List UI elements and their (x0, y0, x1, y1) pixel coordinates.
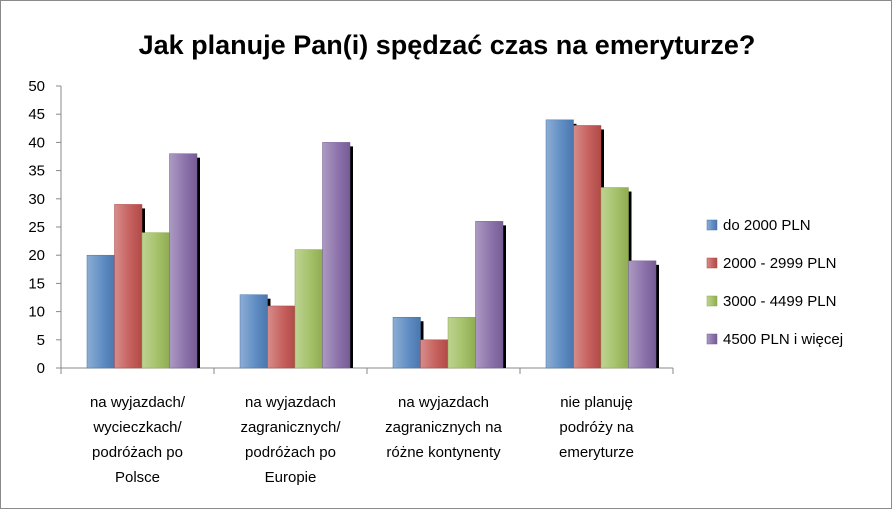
legend-swatch (706, 295, 718, 307)
y-tick-label: 15 (28, 275, 45, 292)
y-tick-label: 50 (28, 78, 45, 95)
legend-swatch (706, 333, 718, 345)
bar (322, 142, 351, 369)
chart-bars (86, 119, 659, 369)
bar (420, 339, 449, 369)
y-tick-label: 0 (37, 360, 45, 377)
y-tick-label: 20 (28, 247, 45, 264)
y-tick-label: 35 (28, 163, 45, 180)
category-label: zagranicznych na (385, 419, 502, 436)
bar (447, 316, 476, 369)
legend-label: do 2000 PLN (723, 217, 811, 234)
y-tick-label: 25 (28, 219, 45, 236)
bar (600, 187, 629, 369)
bar (169, 153, 198, 369)
y-tick-label: 40 (28, 134, 45, 151)
category-label: na wyjazdach (245, 394, 336, 411)
legend-swatch (706, 257, 718, 269)
bar-shadow (656, 264, 659, 368)
bar (86, 254, 115, 369)
chart-legend: do 2000 PLN 2000 - 2999 PLN 3000 - 4499 PL… (706, 217, 843, 348)
x-axis-labels: na wyjazdach/wycieczkach/podróżach po Pol… (90, 394, 634, 486)
bar-shadow (350, 146, 353, 368)
legend-label: 3000 - 4499 PLN (723, 293, 836, 310)
y-tick-label: 45 (28, 106, 45, 123)
legend-label: 4500 PLN i więcej (723, 331, 843, 348)
category-label: podróżach po (245, 444, 336, 461)
category-label: wycieczkach/ (92, 419, 182, 436)
category-label: różne kontynenty (386, 444, 501, 461)
bar (628, 260, 657, 369)
bar-shadow (197, 157, 200, 368)
y-tick-label: 5 (37, 332, 45, 349)
category-label: na wyjazdach/ (90, 394, 186, 411)
bar (141, 232, 170, 369)
category-label: zagranicznych/ (240, 419, 341, 436)
y-tick-label: 30 (28, 191, 45, 208)
bar (545, 119, 574, 369)
category-label: emeryturze (559, 444, 634, 461)
legend-swatch (706, 219, 718, 231)
legend-label: 2000 - 2999 PLN (723, 255, 836, 272)
bar (239, 294, 268, 369)
category-label: na wyjazdach (398, 394, 489, 411)
category-label: podróży na (559, 419, 634, 436)
chart-title: Jak planuje Pan(i) spędzać czas na emery… (139, 30, 756, 60)
y-tick-label: 10 (28, 304, 45, 321)
bar (475, 221, 504, 369)
bar (573, 125, 602, 369)
category-label: nie planuję (560, 394, 633, 411)
category-label: Europie (265, 469, 317, 486)
bar (267, 305, 296, 369)
category-label: Polsce (115, 469, 160, 486)
category-label: podróżach po (92, 444, 183, 461)
bar (392, 316, 421, 369)
bar (294, 249, 323, 369)
bar-shadow (503, 225, 506, 368)
bar (114, 204, 143, 369)
